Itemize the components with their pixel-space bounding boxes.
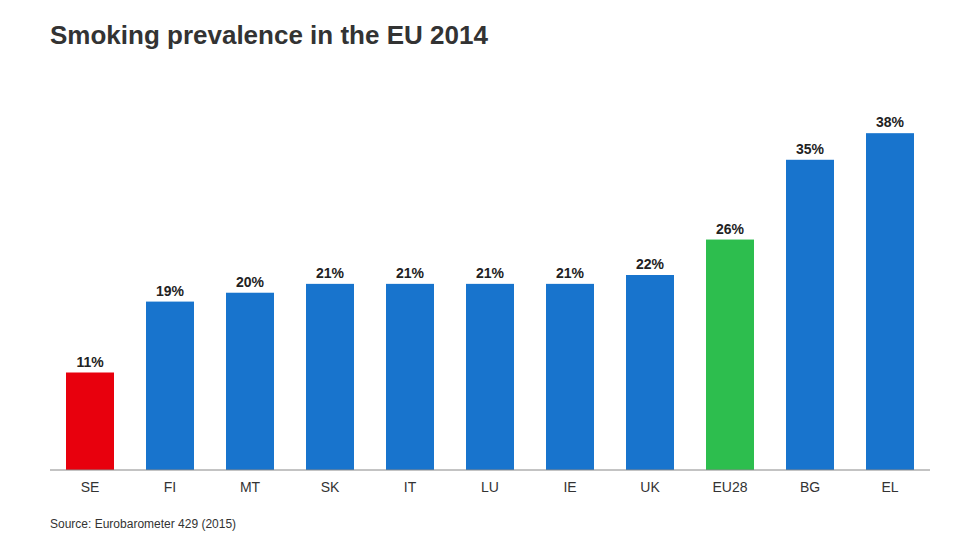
data-label: 19% [156,283,185,299]
bar [146,302,194,470]
bar [866,133,914,470]
x-tick-label: MT [240,479,261,495]
bar [706,240,754,470]
x-tick-label: BG [800,479,820,495]
chart-container: Smoking prevalence in the EU 2014 11% SE 19… [0,0,960,540]
x-tick-label: IE [563,479,576,495]
data-label: 22% [636,256,665,272]
bar [66,373,114,471]
x-axis-line [50,470,930,471]
data-label: 35% [796,141,825,157]
x-tick-label: LU [481,479,499,495]
data-label: 20% [236,274,265,290]
x-tick-label: FI [164,479,176,495]
bar [306,284,354,470]
data-label: 21% [476,265,505,281]
data-label: 11% [76,354,104,370]
data-label: 38% [876,114,905,130]
title: Smoking prevalence in the EU 2014 [50,20,488,50]
chart: Smoking prevalence in the EU 2014 11% SE 19… [0,0,960,540]
data-label: 21% [556,265,585,281]
x-tick-label: SE [81,479,100,495]
data-label: 21% [396,265,425,281]
bar [466,284,514,470]
x-tick-label: EU28 [712,479,747,495]
bar [386,284,434,470]
x-tick-label: SK [321,479,340,495]
bars [66,133,914,470]
x-tick-label: IT [404,479,417,495]
bar [546,284,594,470]
bar [626,275,674,470]
x-tick-label: EL [881,479,898,495]
bar [226,293,274,470]
x-tick-label: UK [640,479,660,495]
data-label: 21% [316,265,345,281]
bar [786,160,834,470]
data-label: 26% [716,221,745,237]
source-note: Source: Eurobarometer 429 (2015) [50,517,236,531]
